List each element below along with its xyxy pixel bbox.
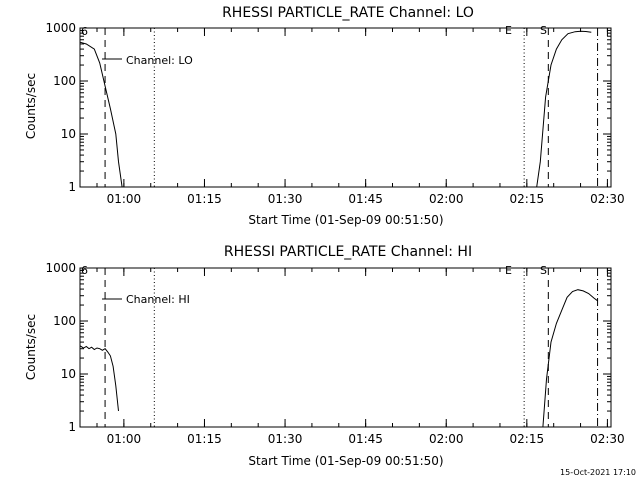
x-tick-label: 02:30 (590, 192, 625, 206)
y-tick-label: 1000 (45, 261, 76, 275)
plot-frame (79, 27, 612, 188)
marker-label-e: E (505, 264, 512, 277)
y-tick-label: 1000 (45, 21, 76, 35)
marker-label-s: S (540, 264, 547, 277)
corner-label: 6 (81, 25, 88, 38)
y-tick-label: 1 (68, 180, 76, 194)
x-tick-label: 01:00 (107, 192, 142, 206)
marker-label-e: E (505, 24, 512, 37)
x-tick-label: 02:00 (429, 432, 464, 446)
y-tick-label: 10 (61, 367, 76, 381)
y-axis-label: Counts/sec (24, 314, 38, 380)
corner-label: 6 (81, 264, 88, 277)
chart-title: RHESSI PARTICLE_RATE Channel: HI (224, 244, 472, 260)
x-axis-label: Start Time (01-Sep-09 00:51:50) (248, 213, 443, 227)
x-tick-label: 01:45 (348, 432, 383, 446)
x-tick-label: 02:30 (590, 432, 625, 446)
data-line (79, 345, 119, 412)
x-tick-label: 02:15 (510, 432, 545, 446)
x-tick-label: 02:15 (510, 192, 545, 206)
y-tick-label: 10 (61, 127, 76, 141)
y-tick-label: 100 (53, 314, 76, 328)
chart-title: RHESSI PARTICLE_RATE Channel: LO (222, 5, 474, 21)
x-tick-label: 02:00 (429, 192, 464, 206)
timestamp-label: 15-Oct-2021 17:10 (560, 468, 636, 477)
chart-panel-lo: RHESSI PARTICLE_RATE Channel: LO Counts/… (24, 5, 625, 227)
data-line (542, 289, 598, 428)
x-tick-label: 01:45 (348, 192, 383, 206)
y-tick-label: 100 (53, 74, 76, 88)
x-tick-label: 01:15 (187, 192, 222, 206)
y-axis-label: Counts/sec (24, 73, 38, 139)
x-tick-label: 01:00 (107, 432, 142, 446)
x-tick-label: 01:30 (268, 432, 303, 446)
data-line (79, 41, 123, 188)
legend-label: Channel: HI (126, 293, 190, 306)
chart-panel-hi: RHESSI PARTICLE_RATE Channel: HI Counts/… (24, 244, 625, 468)
data-line (536, 30, 592, 188)
marker-label-s: S (540, 24, 547, 37)
x-axis-label: Start Time (01-Sep-09 00:51:50) (248, 454, 443, 468)
x-tick-label: 01:30 (268, 192, 303, 206)
legend-label: Channel: LO (126, 54, 193, 67)
plot-frame (79, 267, 612, 428)
x-tick-label: 01:15 (187, 432, 222, 446)
y-tick-label: 1 (68, 420, 76, 434)
